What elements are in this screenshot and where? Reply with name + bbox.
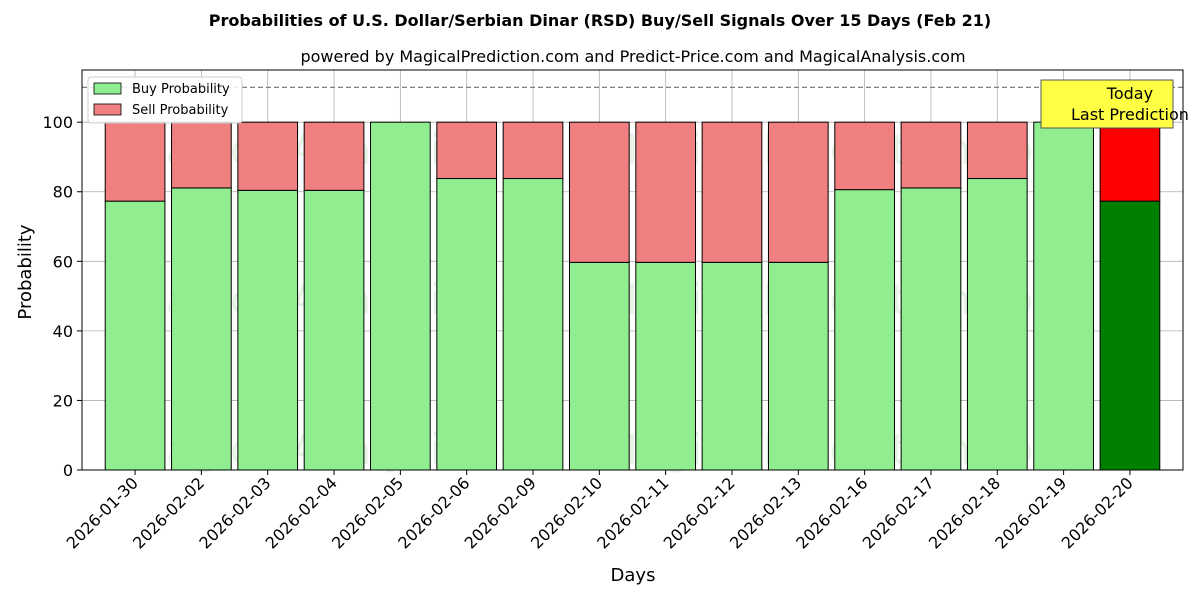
bar-layer [104,121,1161,471]
y-tick-label: 40 [53,322,73,341]
sell-bar [568,121,630,263]
y-axis-label: Probability [15,224,36,319]
y-tick-label: 20 [53,391,73,410]
buy-bar [436,178,498,471]
x-axis-label: Days [611,565,656,586]
buy-bar [303,189,365,471]
buy-bar [568,261,630,471]
sell-bar [502,121,564,180]
legend-label-sell: Sell Probability [132,103,229,118]
legend: Buy Probability Sell Probability [87,76,243,124]
today-annotation-line1: Today [1106,84,1153,103]
sell-bar [900,121,962,189]
sell-bar [767,121,829,263]
y-tick-label: 80 [53,183,73,202]
legend-label-buy: Buy Probability [132,82,230,97]
plot-frame [81,69,1184,471]
buy-bar [502,178,564,471]
sell-bar [834,121,895,191]
x-tick-label: 2026-02-20 [1058,473,1137,552]
legend-swatch-buy [93,82,122,95]
sell-bar [237,121,299,191]
sell-bar [171,121,232,189]
buy-bar [900,187,962,471]
sell-bar [303,121,365,191]
chart-subtitle: powered by MagicalPrediction.com and Pre… [300,47,965,66]
buy-bar [370,121,431,471]
today-annotation-line2: Last Prediction [1071,105,1189,124]
y-tick-label: 0 [63,461,73,480]
buy-bar [104,200,166,471]
buy-bar [237,189,299,471]
buy-bar [635,261,697,471]
buy-bar [1033,121,1094,471]
sell-bar [1099,121,1161,202]
buy-bar [834,189,895,471]
sell-bar [104,121,166,202]
buy-bar [171,187,232,471]
buy-bar [1099,200,1161,471]
buy-bar [966,178,1028,471]
chart-title: Probabilities of U.S. Dollar/Serbian Din… [209,11,991,30]
today-annotation: Today Last Prediction [1040,79,1189,129]
sell-bar [966,121,1028,180]
sell-bar [436,121,498,180]
buy-bar [767,261,829,471]
legend-box [87,76,243,124]
legend-swatch-sell [93,103,122,116]
sell-bar [701,121,763,263]
y-tick-label: 60 [53,252,73,271]
buy-bar [701,261,763,471]
sell-bar [635,121,697,263]
y-tick-label: 100 [42,113,73,132]
today-annotation-box [1040,79,1174,129]
